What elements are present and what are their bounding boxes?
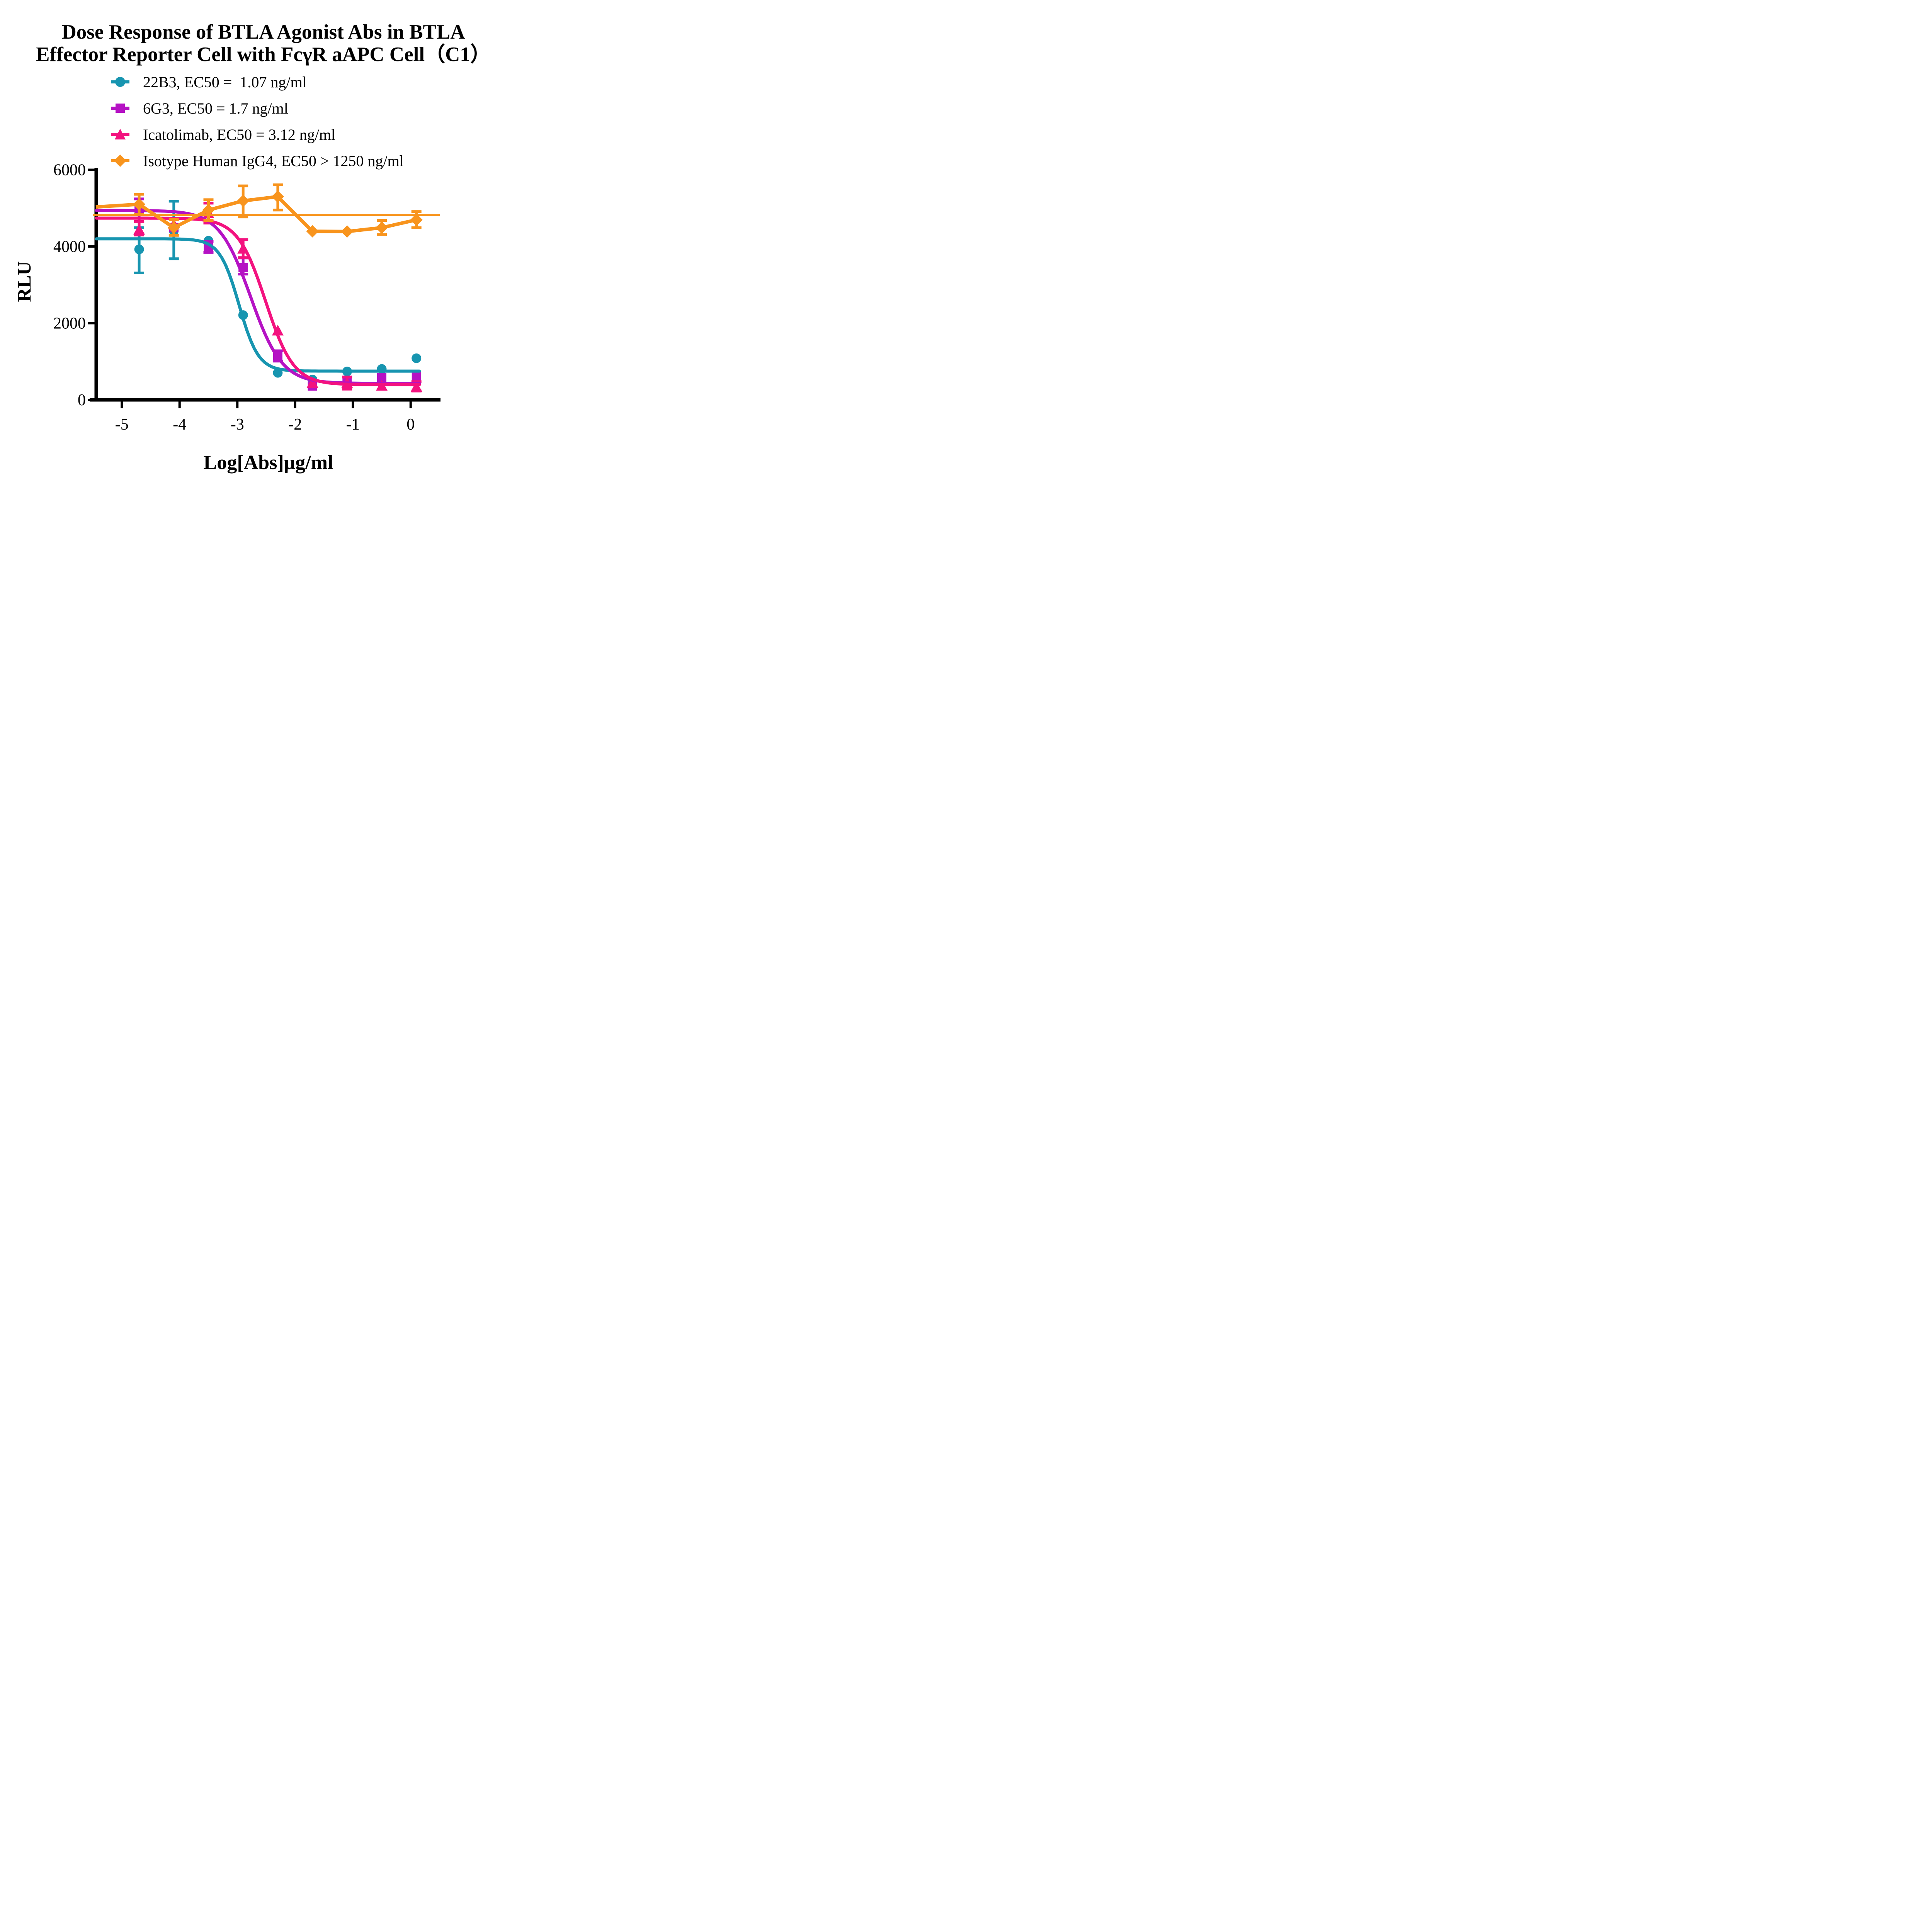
marker-6G3-8 [412,372,421,381]
marker-Isotype Human IgG4-2 [202,204,215,216]
x-tick-label--4: -4 [173,416,186,433]
marker-Isotype Human IgG4-5 [306,225,319,238]
chart-title: Dose Response of BTLA Agonist Abs in BTL… [0,21,527,66]
y-tick-0 [88,399,95,401]
fit-curve-Icatolimab [95,216,421,386]
square-marker-icon [111,104,129,113]
legend-item-6g3: 6G3, EC50 = 1.7 ng/ml [111,95,404,121]
y-tick-label-6000: 6000 [53,161,86,179]
marker-Isotype Human IgG4-8 [410,214,423,226]
y-axis-spine [94,168,98,402]
x-tick--2 [294,401,296,408]
x-tick--5 [121,401,123,408]
x-tick--1 [352,401,354,408]
legend-item-icatolimab: Icatolimab, EC50 = 3.12 ng/ml [111,121,404,148]
connect-line-Isotype Human IgG4 [95,195,417,233]
marker-Isotype Human IgG4-6 [341,225,354,238]
dose-response-chart: -5 -4 -3 -2 -1 0 0 2000 4000 6000 [53,161,440,433]
fit-curve-6G3 [95,209,421,385]
marker-22B3-8 [412,353,422,363]
x-tick-label--2: -2 [288,416,302,433]
marker-Icatolimab-0 [133,224,145,235]
marker-Isotype Human IgG4-1 [167,221,180,234]
legend-label-22b3: 22B3, EC50 = 1.07 ng/ml [143,73,307,91]
marker-Isotype Human IgG4-7 [376,221,388,234]
y-axis-label: RLU [13,261,35,302]
fit-curve-22B3 [95,237,421,373]
x-tick--3 [236,401,239,408]
legend: 22B3, EC50 = 1.07 ng/ml 6G3, EC50 = 1.7 … [111,69,404,174]
chart-title-line-2: Effector Reporter Cell with FcγR aAPC Ce… [36,43,491,66]
x-tick-label--3: -3 [231,416,244,433]
circle-marker-icon [111,77,129,87]
y-tick-label-4000: 4000 [53,238,86,256]
x-tick-label-0: 0 [406,416,415,433]
y-tick-2000 [88,322,95,325]
triangle-marker-icon [111,129,129,139]
marker-Isotype Human IgG4-3 [237,194,250,207]
legend-label-isotype: Isotype Human IgG4, EC50 > 1250 ng/ml [143,152,404,170]
x-axis-label: Log[Abs]μg/ml [203,452,333,474]
x-tick--4 [178,401,181,408]
y-tick-6000 [88,168,95,171]
figure: Dose Response of BTLA Agonist Abs in BTL… [0,0,527,477]
marker-Isotype Human IgG4-0 [133,198,146,211]
x-tick-label--5: -5 [115,416,129,433]
marker-Icatolimab-5 [306,377,318,388]
x-tick-label--1: -1 [346,416,360,433]
marker-22B3-0 [134,244,144,254]
legend-item-22b3: 22B3, EC50 = 1.07 ng/ml [111,69,404,95]
marker-Isotype Human IgG4-4 [271,190,284,203]
y-tick-label-2000: 2000 [53,315,86,333]
legend-label-icatolimab: Icatolimab, EC50 = 3.12 ng/ml [143,126,336,143]
marker-Icatolimab-4 [272,325,284,336]
chart-title-line-1: Dose Response of BTLA Agonist Abs in BTL… [61,21,465,43]
y-tick-label-0: 0 [78,391,86,409]
diamond-marker-icon [111,155,129,167]
x-axis-spine [90,398,440,402]
x-tick-0 [409,401,412,408]
y-tick-4000 [88,245,95,248]
legend-label-6g3: 6G3, EC50 = 1.7 ng/ml [143,99,288,117]
marker-Icatolimab-8 [410,381,422,392]
legend-item-isotype: Isotype Human IgG4, EC50 > 1250 ng/ml [111,148,404,174]
